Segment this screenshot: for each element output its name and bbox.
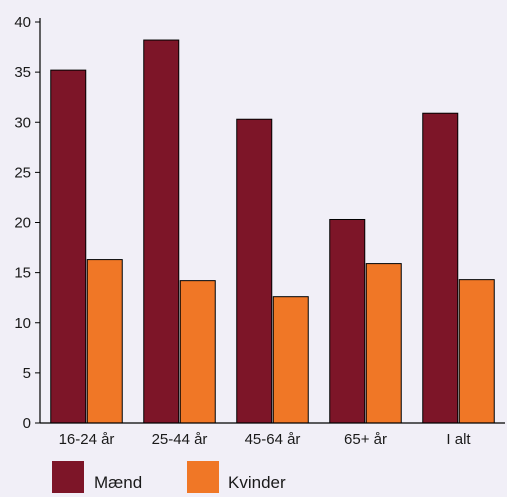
x-axis-ticks: 16-24 år 25-44 år 45-64 år 65+ år I alt [59, 431, 472, 448]
legend-swatch-kvinder [187, 461, 219, 493]
y-tick-label: 40 [14, 14, 31, 31]
x-tick-label: 25-44 år [152, 431, 208, 448]
bar-maend-4 [422, 112, 459, 424]
y-tick-label: 20 [14, 215, 31, 232]
x-tick-label: I alt [446, 431, 471, 448]
bar-maend-2 [236, 118, 273, 424]
y-tick-label: 15 [14, 265, 31, 282]
bar-kvinder-0 [86, 259, 123, 424]
y-tick-label: 30 [14, 114, 31, 131]
x-tick-label: 16-24 år [59, 431, 115, 448]
legend: Mænd Kvinder [52, 461, 286, 493]
x-tick-label: 65+ år [344, 431, 387, 448]
bar-kvinder-2 [272, 296, 309, 424]
y-tick-label: 10 [14, 315, 31, 332]
bar-maend-0 [50, 69, 87, 424]
y-tick-label: 5 [23, 365, 31, 382]
y-axis-ticks: 0 5 10 15 20 25 30 35 40 [14, 14, 40, 432]
y-tick-label: 25 [14, 164, 31, 181]
bar-kvinder-4 [458, 279, 495, 424]
bar-maend-1 [143, 39, 180, 424]
x-tick-label: 45-64 år [245, 431, 301, 448]
bar-kvinder-3 [365, 263, 402, 424]
bar-maend-3 [329, 218, 366, 424]
legend-swatch-maend [52, 461, 84, 493]
legend-label-maend: Mænd [94, 473, 142, 492]
bar-kvinder-1 [179, 280, 216, 424]
y-tick-label: 35 [14, 64, 31, 81]
legend-label-kvinder: Kvinder [228, 473, 286, 492]
y-tick-label: 0 [23, 415, 31, 432]
bars [50, 39, 495, 424]
